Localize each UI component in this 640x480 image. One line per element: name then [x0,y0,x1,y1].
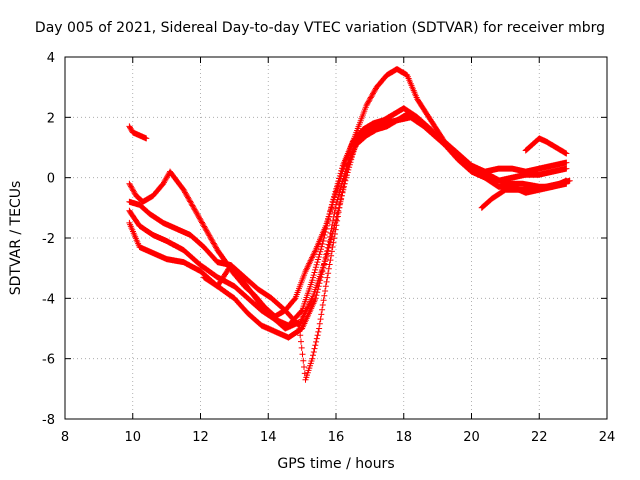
y-tick-label: 4 [47,51,55,66]
series-sat-b [126,105,570,329]
chart-title: Day 005 of 2021, Sidereal Day-to-day VTE… [34,20,606,36]
y-tick-label: 2 [47,111,55,126]
series-sat-g [478,177,573,211]
y-tick-label: -8 [42,413,55,428]
data-point-markers [126,105,570,329]
y-tick-label: -4 [42,292,55,307]
series-sat-h [522,135,570,157]
x-tick-label: 14 [260,430,277,445]
x-tick-label: 16 [328,430,345,445]
series-sat-c [126,111,570,341]
series-sat-f [126,123,150,142]
x-tick-label: 20 [463,430,480,445]
y-tick-label: -2 [42,232,55,247]
data-points [126,66,573,383]
y-tick-label: -6 [42,353,55,368]
y-tick-label: 0 [47,172,55,187]
x-tick-label: 10 [124,430,141,445]
x-tick-label: 22 [531,430,548,445]
data-point-markers [126,123,150,142]
data-point-markers [126,111,570,341]
data-point-markers [522,135,570,157]
series-sat-e [200,135,360,383]
x-axis-label: GPS time / hours [277,456,395,472]
x-tick-label: 24 [599,430,616,445]
data-point-markers [478,177,573,211]
x-tick-label: 8 [61,430,69,445]
data-point-markers [200,135,360,383]
x-tick-label: 18 [395,430,412,445]
x-tick-label: 12 [192,430,209,445]
